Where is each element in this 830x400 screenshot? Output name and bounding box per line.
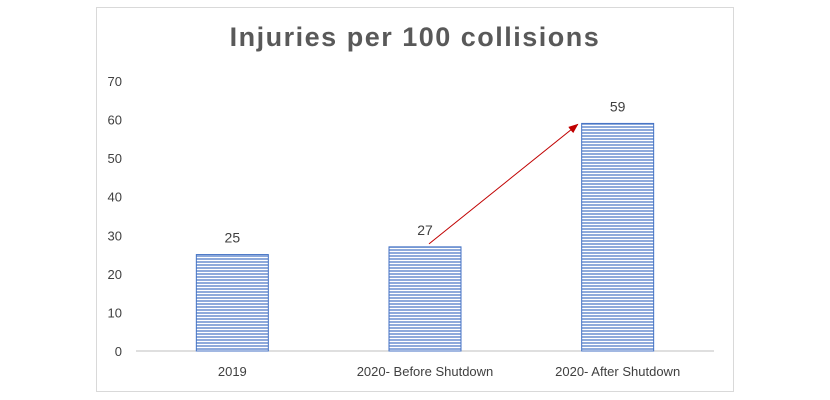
- bar-series: [195, 122, 655, 352]
- bar: [195, 254, 269, 352]
- x-axis-labels: 2019 2020- Before Shutdown 2020- After Shu…: [218, 364, 680, 379]
- y-tick-label: 0: [115, 344, 122, 359]
- y-tick-label: 10: [108, 305, 122, 320]
- data-labels: 25 27 59: [225, 98, 626, 245]
- chart-title: Injuries per 100 collisions: [229, 22, 601, 52]
- x-tick-label: 2020- Before Shutdown: [357, 364, 494, 379]
- trend-arrow: [428, 123, 579, 245]
- data-label: 59: [610, 98, 626, 114]
- data-label: 25: [225, 230, 241, 246]
- x-tick-label: 2019: [218, 364, 247, 379]
- bar: [581, 122, 655, 352]
- y-tick-label: 20: [108, 267, 122, 282]
- data-label: 27: [417, 222, 433, 238]
- bar: [388, 246, 462, 352]
- y-tick-label: 30: [108, 228, 122, 243]
- y-tick-label: 40: [108, 190, 122, 205]
- x-tick-label: 2020- After Shutdown: [555, 364, 680, 379]
- y-tick-label: 70: [108, 74, 122, 89]
- y-axis: 0 10 20 30 40 50 60 70: [108, 74, 122, 359]
- y-tick-label: 60: [108, 113, 122, 128]
- y-tick-label: 50: [108, 151, 122, 166]
